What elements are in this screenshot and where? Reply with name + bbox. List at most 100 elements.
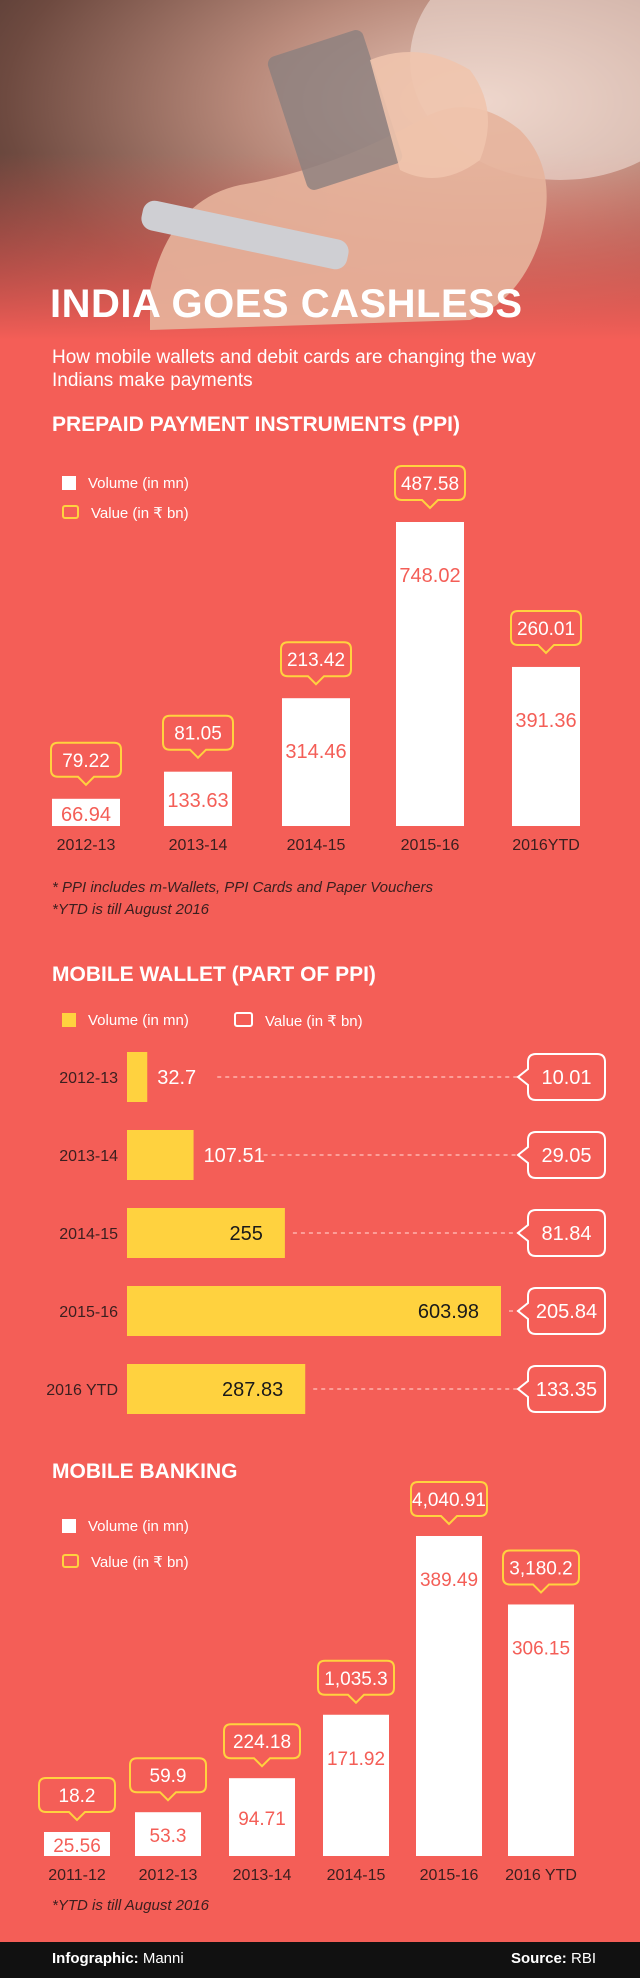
banking-category-label-2: 2013-14 xyxy=(233,1867,292,1884)
banking-category-label-4: 2015-16 xyxy=(420,1867,479,1884)
wallet-value-callout-2-box xyxy=(516,1209,606,1257)
ppi-value-callout-3-label: 487.58 xyxy=(401,474,459,495)
wallet-legend-value-callout-icon xyxy=(234,1012,253,1027)
wallet-value-callout-1-label: 29.05 xyxy=(541,1145,591,1167)
ppi-category-label-0: 2012-13 xyxy=(57,837,116,854)
footer-source: Source: RBI xyxy=(511,1950,596,1967)
footer-bar: Infographic: Manni Source: RBI xyxy=(0,1942,640,1978)
footer-source-name: RBI xyxy=(570,1950,596,1967)
wallet-volume-bar-1 xyxy=(127,1130,194,1180)
banking-value-callout-4-box xyxy=(410,1481,488,1526)
ppi-volume-bar-4 xyxy=(512,666,580,826)
wallet-volume-label-4: 287.83 xyxy=(222,1379,283,1401)
wallet-value-callout-4-box xyxy=(516,1365,606,1413)
banking-category-label-1: 2012-13 xyxy=(139,1867,198,1884)
ppi-note-2: *YTD is till August 2016 xyxy=(52,901,210,918)
ppi-value-callout-0-box xyxy=(50,741,122,787)
wallet-category-label-0: 2012-13 xyxy=(59,1070,118,1087)
ppi-category-label-4: 2016YTD xyxy=(512,837,580,854)
ppi-value-callout-2-box xyxy=(280,641,352,686)
ppi-volume-bar-3 xyxy=(396,522,464,826)
wallet-volume-label-2: 255 xyxy=(230,1223,263,1245)
ppi-value-callout-0-label: 79.22 xyxy=(62,751,110,772)
ppi-volume-label-2: 314.46 xyxy=(285,741,346,763)
ppi-section-title: PREPAID PAYMENT INSTRUMENTS (PPI) xyxy=(52,413,460,436)
banking-volume-bar-5 xyxy=(508,1604,574,1856)
wallet-section-title: MOBILE WALLET (PART OF PPI) xyxy=(52,963,376,986)
wallet-volume-bar-0 xyxy=(127,1052,148,1102)
ppi-legend-volume: Volume (in mn) xyxy=(62,475,189,492)
wallet-volume-label-3: 603.98 xyxy=(418,1301,479,1323)
banking-volume-label-5: 306.15 xyxy=(512,1638,570,1659)
banking-volume-bar-4 xyxy=(416,1536,482,1856)
footer-credit-name: Manni xyxy=(142,1950,184,1967)
wallet-value-callout-0-box xyxy=(516,1053,606,1101)
wallet-value-callout-0-label: 10.01 xyxy=(541,1067,591,1089)
hero-photo xyxy=(0,0,640,340)
page-title: INDIA GOES CASHLESS xyxy=(50,282,523,326)
wallet-category-label-4: 2016 YTD xyxy=(46,1382,118,1399)
ppi-volume-bar-0 xyxy=(52,798,120,826)
banking-category-label-5: 2016 YTD xyxy=(505,1867,577,1884)
ppi-legend-value-callout-icon xyxy=(62,505,79,519)
ppi-value-callout-3-box xyxy=(394,465,466,510)
wallet-value-callout-4-label: 133.35 xyxy=(536,1379,597,1401)
wallet-value-callout-2-label: 81.84 xyxy=(541,1223,591,1245)
banking-legend-volume-swatch-icon xyxy=(62,1519,76,1533)
ppi-legend-value: Value (in ₹ bn) xyxy=(62,504,189,522)
banking-value-callout-1-label: 59.9 xyxy=(150,1766,187,1787)
ppi-value-callout-4-box xyxy=(510,609,582,655)
wallet-volume-bar-3 xyxy=(127,1286,501,1336)
banking-value-callout-0-box xyxy=(38,1777,116,1822)
ppi-legend-value-label: Value (in ₹ bn) xyxy=(91,505,189,522)
banking-value-callout-3-label: 1,035.3 xyxy=(324,1669,387,1690)
banking-volume-label-4: 389.49 xyxy=(420,1570,478,1591)
banking-legend-value: Value (in ₹ bn) xyxy=(62,1553,189,1571)
banking-note: *YTD is till August 2016 xyxy=(52,1897,210,1914)
ppi-legend-volume-label: Volume (in mn) xyxy=(88,475,189,492)
banking-legend-volume-label: Volume (in mn) xyxy=(88,1518,189,1535)
wallet-legend-value-label: Value (in ₹ bn) xyxy=(265,1013,363,1030)
banking-value-callout-3-box xyxy=(317,1659,395,1705)
wallet-category-label-1: 2013-14 xyxy=(59,1148,118,1165)
banking-value-callout-4-label: 4,040.91 xyxy=(412,1490,486,1511)
ppi-value-callout-2-label: 213.42 xyxy=(287,650,345,671)
banking-section-title: MOBILE BANKING xyxy=(52,1460,238,1483)
wallet-legend-volume-swatch-icon xyxy=(62,1013,76,1027)
ppi-category-label-3: 2015-16 xyxy=(401,837,460,854)
banking-value-callout-0-label: 18.2 xyxy=(59,1786,96,1807)
footer-credit: Infographic: Manni xyxy=(52,1950,184,1967)
banking-value-callout-2-box xyxy=(223,1723,301,1768)
banking-value-callout-5-label: 3,180.2 xyxy=(509,1558,572,1579)
wallet-volume-label-1: 107.51 xyxy=(204,1145,265,1167)
ppi-value-callout-1-label: 81.05 xyxy=(174,724,222,745)
ppi-value-callout-4-label: 260.01 xyxy=(517,619,575,640)
banking-legend-volume: Volume (in mn) xyxy=(62,1518,189,1535)
ppi-volume-label-3: 748.02 xyxy=(399,565,460,587)
banking-legend-value-callout-icon xyxy=(62,1554,79,1568)
wallet-value-callout-1-box xyxy=(516,1131,606,1179)
ppi-volume-bar-1 xyxy=(164,771,232,826)
ppi-volume-bar-2 xyxy=(282,698,350,826)
hands-with-card-and-phone-illustration xyxy=(141,0,640,330)
wallet-value-callout-3-label: 205.84 xyxy=(536,1301,597,1323)
banking-value-callout-2-label: 224.18 xyxy=(233,1732,291,1753)
banking-legend-value-label: Value (in ₹ bn) xyxy=(91,1554,189,1571)
ppi-value-callout-1-box xyxy=(162,714,234,760)
wallet-volume-label-0: 32.7 xyxy=(157,1067,196,1089)
ppi-volume-label-0: 66.94 xyxy=(61,804,111,826)
wallet-legend-value: Value (in ₹ bn) xyxy=(234,1012,363,1030)
ppi-category-label-2: 2014-15 xyxy=(287,837,346,854)
footer-credit-label: Infographic: xyxy=(52,1950,139,1967)
ppi-volume-label-4: 391.36 xyxy=(515,710,576,732)
wallet-value-callout-3-box xyxy=(516,1287,606,1335)
banking-category-label-0: 2011-12 xyxy=(48,1867,106,1884)
banking-volume-bar-3 xyxy=(323,1714,389,1856)
wallet-category-label-3: 2015-16 xyxy=(59,1304,118,1321)
banking-value-callout-5-box xyxy=(502,1549,580,1594)
banking-volume-label-0: 25.56 xyxy=(53,1836,101,1857)
wallet-volume-bar-2 xyxy=(127,1208,285,1258)
banking-volume-label-1: 53.3 xyxy=(150,1826,187,1847)
ppi-legend-volume-swatch-icon xyxy=(62,476,76,490)
